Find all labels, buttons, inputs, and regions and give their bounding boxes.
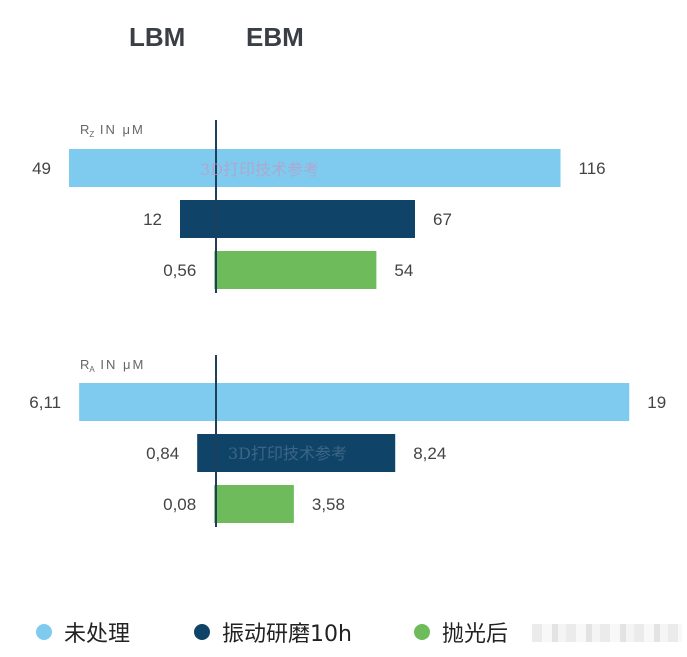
ebm-value-label: 67 [433,210,452,229]
legend-item-vibration: 振动研磨10h [194,616,352,648]
lbm-header: LBM [129,22,186,52]
ebm-value-label: 19 [647,393,666,412]
legend-label-untreated: 未处理 [64,622,131,647]
ebm-value-label: 54 [394,261,413,280]
lbm-value-label: 6,11 [29,393,61,412]
bar-vibration-0 [180,200,415,238]
lbm-value-label: 0,84 [146,444,179,463]
diverging-bar-chart: RZ IN μM 49 116 12 67 0,56 54 RA IN μM 6,11 19 0,8… [29,120,666,527]
watermark-top: 3D打印技术参考 [200,160,319,179]
bar-vibration-1 [197,434,396,472]
lbm-value-label: 0,08 [163,495,196,514]
bar-untreated-0 [69,149,561,187]
ebm-value-label: 116 [579,159,606,178]
watermark-bottom: 3D打印技术参考 [228,444,347,463]
bar-untreated-1 [79,383,630,421]
legend-label-vibration: 振动研磨10h [222,622,352,647]
ebm-header: EBM [246,22,304,52]
bar-polished-1 [214,485,294,523]
legend: 未处理 振动研磨10h 抛光后 [0,616,687,650]
bar-polished-0 [214,251,377,289]
legend-dot-polished [414,624,430,640]
legend-item-polished: 抛光后 [414,616,508,648]
axis-label-0: RZ IN μM [80,122,145,139]
lbm-value-label: 12 [143,210,162,229]
lbm-value-label: 0,56 [163,261,196,280]
legend-dot-untreated [36,624,52,640]
legend-label-polished: 抛光后 [442,622,509,647]
legend-dot-vibration [194,624,210,640]
ebm-value-label: 3,58 [312,495,345,514]
ebm-value-label: 8,24 [413,444,446,463]
lbm-value-label: 49 [32,159,51,178]
axis-label-1: RA IN μM [80,357,145,374]
blurred-watermark [532,624,682,642]
legend-item-untreated: 未处理 [36,616,130,648]
